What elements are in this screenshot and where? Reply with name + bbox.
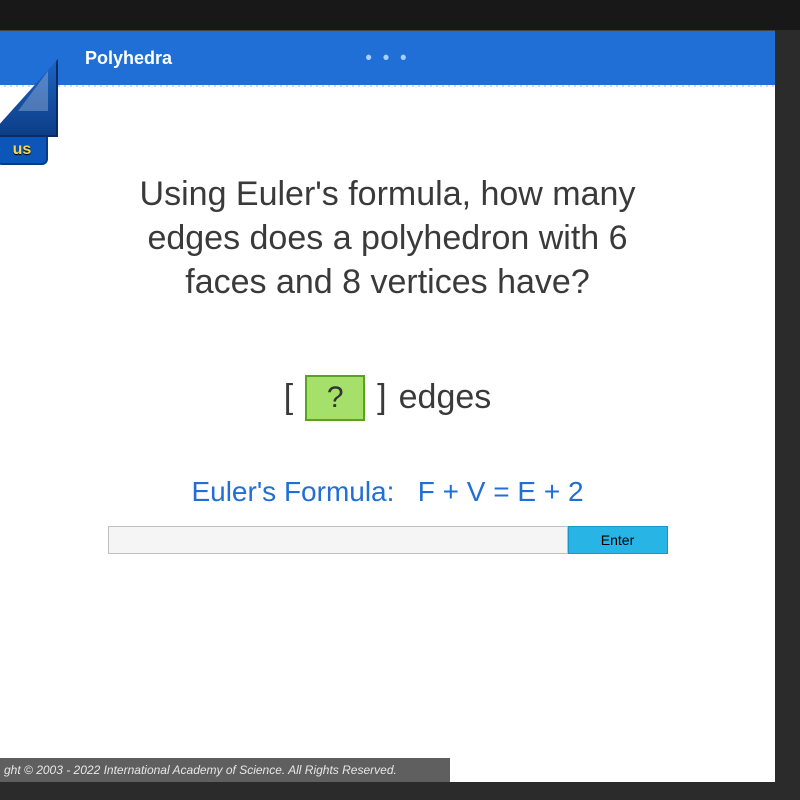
question-line: edges does a polyhedron with 6 xyxy=(147,219,627,257)
content-area: Using Euler's formula, how many edges do… xyxy=(0,87,775,782)
monitor-bezel xyxy=(0,0,800,30)
question-text: Using Euler's formula, how many edges do… xyxy=(140,172,636,305)
app-logo: us xyxy=(0,59,66,167)
header-bar: Polyhedra • • • xyxy=(0,31,775,85)
answer-placeholder-box[interactable]: ? xyxy=(305,375,365,421)
app-screen: Polyhedra • • • us Using Euler's formula… xyxy=(0,30,775,782)
enter-button[interactable]: Enter xyxy=(568,526,668,554)
formula-label: Euler's Formula: xyxy=(191,476,394,507)
logo-text: us xyxy=(0,137,48,165)
answer-input-row: Enter xyxy=(108,526,668,554)
bracket-open: [ xyxy=(284,378,293,417)
logo-triangle-icon xyxy=(0,59,58,137)
answer-input[interactable] xyxy=(108,526,568,554)
bracket-close: ] xyxy=(377,378,386,417)
formula-expression: F + V = E + 2 xyxy=(418,476,584,507)
copyright-footer: ght © 2003 - 2022 International Academy … xyxy=(0,758,450,782)
more-icon[interactable]: • • • xyxy=(366,48,410,69)
question-line: faces and 8 vertices have? xyxy=(185,263,589,301)
question-line: Using Euler's formula, how many xyxy=(140,175,636,213)
lesson-title: Polyhedra xyxy=(85,48,172,69)
photo-frame: Polyhedra • • • us Using Euler's formula… xyxy=(0,0,800,800)
answer-unit: edges xyxy=(399,378,492,417)
formula-hint: Euler's Formula: F + V = E + 2 xyxy=(191,476,583,508)
answer-row: [ ? ] edges xyxy=(284,375,492,421)
